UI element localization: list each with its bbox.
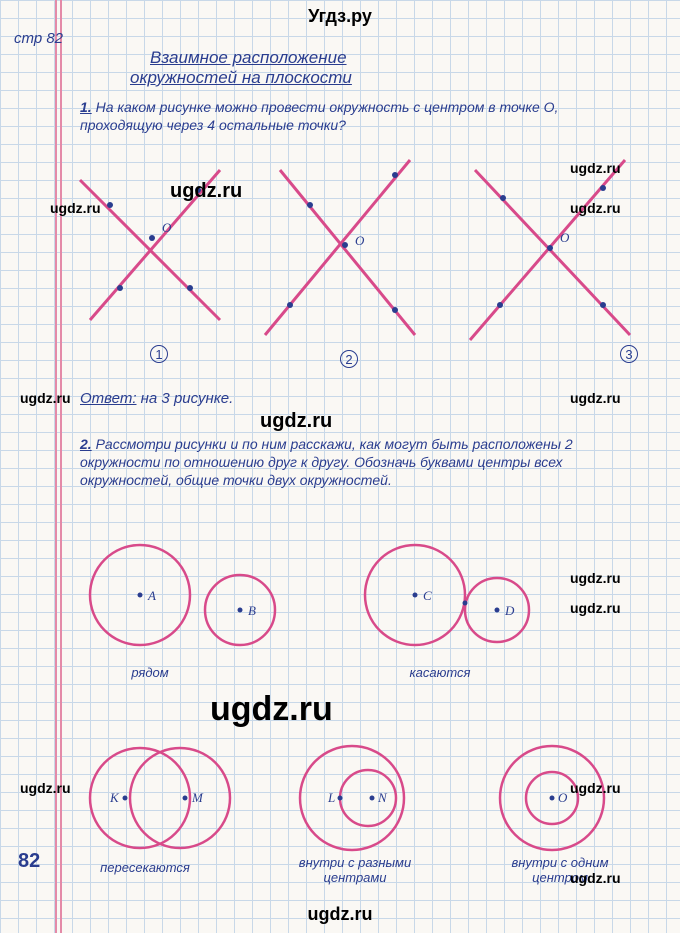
watermark: ugdz.ru <box>570 200 621 216</box>
svg-text:O: O <box>558 790 568 805</box>
title-line-1: Взаимное расположение <box>150 48 347 68</box>
watermark: ugdz.ru <box>20 780 71 796</box>
x2-center-label: О <box>355 233 365 248</box>
page-number: 82 <box>18 850 40 873</box>
caption-intersect: пересекаются <box>85 860 205 875</box>
circles-vnutri-raznye: L N <box>280 740 430 860</box>
page-content: Угдз.ру ugdz.ru стр 82 82 Взаимное распо… <box>0 0 680 933</box>
circles-vnutri-odin: O <box>480 740 630 860</box>
svg-text:C: C <box>423 588 432 603</box>
x1-fig-num: 1 <box>150 345 168 363</box>
x3-center-label: О <box>560 230 570 245</box>
svg-text:N: N <box>377 790 388 805</box>
watermark: ugdz.ru <box>570 570 621 586</box>
watermark: ugdz.ru <box>210 690 333 729</box>
task-1-num: 1. <box>80 99 92 115</box>
site-header: Угдз.ру <box>0 6 680 27</box>
svg-text:L: L <box>327 790 335 805</box>
task-2: 2. Рассмотри рисунки и по ним расскажи, … <box>80 435 650 489</box>
watermark: ugdz.ru <box>50 200 101 216</box>
page-label-top: стр 82 <box>14 30 63 47</box>
answer-1: Ответ: на 3 рисунке. <box>80 390 233 407</box>
circles-ryadom: A B <box>80 540 300 660</box>
circles-kasayutsya: C D <box>350 540 570 660</box>
watermark: ugdz.ru <box>570 390 621 406</box>
x1-center-label: О <box>162 220 172 235</box>
svg-text:A: A <box>147 588 156 603</box>
task-2-text: Рассмотри рисунки и по ним расскажи, как… <box>80 436 573 488</box>
x-diagram-2: О <box>255 155 435 345</box>
watermark: ugdz.ru <box>20 390 71 406</box>
answer-1-text: на 3 рисунке. <box>141 390 234 407</box>
watermark: ugdz.ru <box>570 870 621 886</box>
watermark: ugdz.ru <box>170 180 242 203</box>
x3-fig-num: 3 <box>620 345 638 363</box>
svg-text:D: D <box>504 603 515 618</box>
x2-fig-num: 2 <box>340 350 358 368</box>
task-1-text: На каком рисунке можно провести окружнос… <box>80 99 558 133</box>
answer-1-label: Ответ: <box>80 390 137 407</box>
svg-text:B: B <box>248 603 256 618</box>
watermark: ugdz.ru <box>570 160 621 176</box>
task-2-num: 2. <box>80 436 92 452</box>
svg-text:K: K <box>109 790 120 805</box>
watermark: ugdz.ru <box>570 780 621 796</box>
caption-ryadom: рядом <box>110 665 190 680</box>
caption-inside-diff: внутри с разными центрами <box>290 855 420 885</box>
svg-text:M: M <box>191 790 204 805</box>
task-1: 1. На каком рисунке можно провести окруж… <box>80 98 640 134</box>
circles-peresekayutsya: K M <box>70 740 240 860</box>
x-diagram-3: О <box>455 150 645 350</box>
watermark: ugdz.ru <box>570 600 621 616</box>
caption-kasayutsya: касаются <box>395 665 485 680</box>
watermark: ugdz.ru <box>260 410 332 433</box>
site-footer: ugdz.ru <box>0 904 680 925</box>
title-line-2: окружностей на плоскости <box>130 68 352 88</box>
